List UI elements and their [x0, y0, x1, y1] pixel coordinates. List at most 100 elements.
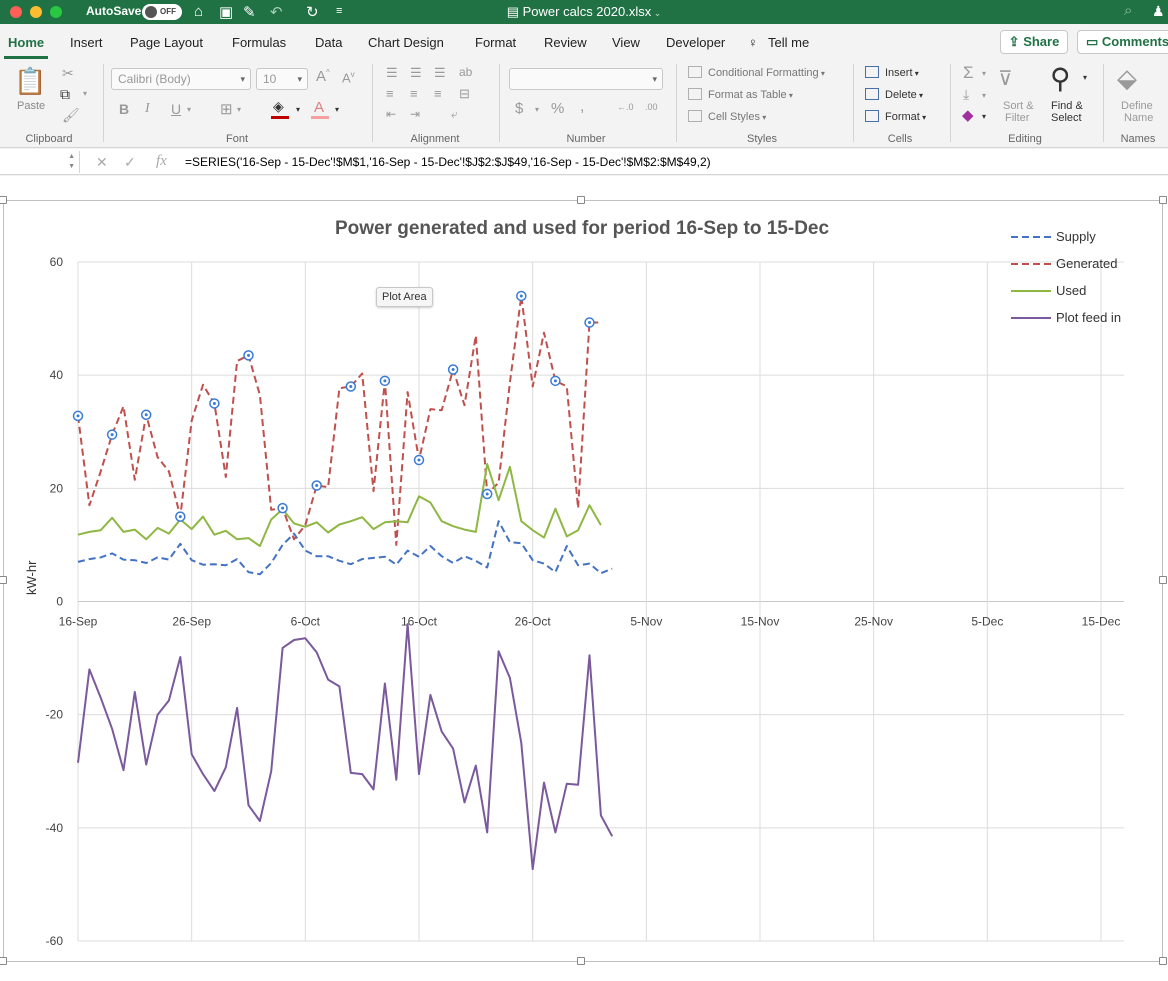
fill-color-icon[interactable]: ◈ [273, 98, 284, 114]
comments-button[interactable]: ▭ Comments [1077, 30, 1168, 54]
window-close-button[interactable] [10, 6, 22, 18]
tab-home[interactable]: Home [3, 35, 49, 59]
legend-entry[interactable]: Used [1056, 283, 1087, 298]
orientation-icon[interactable]: ab [459, 65, 473, 79]
autosave-toggle[interactable]: OFF [142, 4, 182, 20]
chevron-down-icon[interactable]: ▾ [982, 91, 987, 100]
chart-resize-handle[interactable] [0, 196, 7, 204]
customize-toolbar-icon[interactable]: ≡ [336, 5, 343, 17]
user-icon[interactable]: ♟ [1152, 3, 1165, 19]
chart-resize-handle[interactable] [1159, 957, 1167, 965]
tab-formulas[interactable]: Formulas [232, 35, 287, 50]
insert-cells-button[interactable]: Insert ▾ [865, 66, 919, 79]
align-center-icon[interactable]: ≡ [410, 86, 418, 101]
font-color-icon[interactable]: A [314, 99, 325, 116]
percent-icon[interactable]: % [551, 100, 565, 117]
legend-entry[interactable]: Supply [1056, 229, 1096, 244]
tab-insert[interactable]: Insert [70, 35, 103, 50]
chevron-down-icon[interactable]: ▾ [335, 105, 340, 114]
name-box[interactable]: ▲ ▼ [0, 151, 80, 173]
autosum-icon[interactable]: Σ [963, 63, 974, 82]
tab-developer[interactable]: Developer [666, 35, 726, 50]
formula-input[interactable]: =SERIES('16-Sep - 15-Dec'!$M$1,'16-Sep -… [185, 155, 711, 169]
chart-resize-handle[interactable] [0, 957, 7, 965]
copy-icon[interactable]: ⧉ [60, 86, 70, 102]
name-box-stepper[interactable]: ▲ ▼ [68, 153, 75, 170]
tab-format[interactable]: Format [475, 35, 517, 50]
find-icon[interactable]: ⚲ [1050, 63, 1071, 94]
edit-icon[interactable]: ✎ [243, 4, 256, 21]
increase-decimal-icon[interactable]: ←.0 [617, 102, 634, 112]
merge-cells-icon[interactable]: ⊟ [459, 86, 470, 101]
fill-icon[interactable]: ⤓ [963, 86, 970, 102]
search-icon[interactable]: ⌕ [1124, 2, 1133, 19]
series-line-used[interactable] [77, 463, 602, 547]
wrap-text-icon[interactable]: ⤶ [451, 107, 458, 121]
decrease-indent-icon[interactable]: ⇤ [386, 107, 397, 121]
decrease-decimal-icon[interactable]: .00 [645, 102, 658, 112]
legend-entry[interactable]: Generated [1056, 256, 1118, 271]
underline-icon[interactable]: U [171, 101, 182, 117]
home-icon[interactable]: ⌂ [194, 3, 204, 20]
share-button[interactable]: ⇪ Share [1000, 30, 1068, 54]
format-as-table-button[interactable]: Format as Table ▾ [688, 88, 793, 101]
tab-page-layout[interactable]: Page Layout [130, 35, 204, 50]
undo-icon[interactable]: ↶ [270, 4, 283, 21]
sort-filter-icon[interactable]: ⊽ [998, 68, 1013, 90]
chart-resize-handle[interactable] [1159, 576, 1167, 584]
currency-icon[interactable]: $ [515, 100, 524, 117]
chevron-down-icon[interactable]: ▾ [982, 112, 987, 121]
chart-resize-handle[interactable] [577, 196, 585, 204]
tab-review[interactable]: Review [544, 35, 587, 50]
chevron-down-icon[interactable]: ▾ [187, 105, 192, 114]
italic-icon[interactable]: I [145, 101, 150, 116]
format-cells-button[interactable]: Format ▾ [865, 110, 926, 123]
borders-icon[interactable]: ⊞ [220, 101, 233, 118]
cancel-icon[interactable]: ✕ [96, 154, 108, 170]
chart-title[interactable]: Power generated and used for period 16-S… [334, 218, 830, 239]
bold-icon[interactable]: B [119, 101, 130, 117]
cut-icon[interactable]: ✂ [62, 65, 74, 81]
conditional-formatting-button[interactable]: Conditional Formatting ▾ [688, 66, 825, 79]
comma-style-icon[interactable]: , [580, 98, 585, 115]
window-maximize-button[interactable] [50, 6, 62, 18]
align-bottom-icon[interactable]: ☰ [434, 65, 446, 80]
function-icon[interactable]: fx [156, 153, 167, 169]
clear-icon[interactable]: ◆ [962, 107, 974, 124]
chart-area[interactable] [3, 200, 1163, 962]
chart-resize-handle[interactable] [577, 957, 585, 965]
check-icon[interactable]: ✓ [124, 154, 136, 170]
format-painter-icon[interactable]: 🖌 [62, 107, 80, 123]
series-line-plot-feed-in[interactable] [77, 623, 614, 871]
align-top-icon[interactable]: ☰ [386, 65, 398, 80]
tab-tell-me[interactable]: Tell me [768, 35, 810, 50]
chart-resize-handle[interactable] [0, 576, 7, 584]
decrease-font-size-icon[interactable]: Av [342, 70, 355, 86]
chevron-down-icon[interactable]: ▾ [535, 105, 540, 114]
align-left-icon[interactable]: ≡ [386, 86, 394, 101]
chevron-down-icon[interactable]: ▾ [83, 89, 88, 98]
tab-view[interactable]: View [612, 35, 640, 50]
tab-chart-design[interactable]: Chart Design [368, 35, 444, 50]
paste-icon[interactable]: 📋 [14, 66, 47, 96]
cell-styles-button[interactable]: Cell Styles ▾ [688, 110, 766, 123]
number-format-dropdown[interactable]: ▾ [509, 68, 663, 90]
redo-icon[interactable]: ↻ [306, 4, 319, 21]
delete-cells-button[interactable]: Delete ▾ [865, 88, 923, 101]
font-size-dropdown[interactable]: 10 ▾ [256, 68, 308, 90]
chevron-down-icon[interactable]: ▾ [237, 105, 242, 114]
chevron-down-icon[interactable]: ▾ [1083, 73, 1088, 82]
window-minimize-button[interactable] [30, 6, 42, 18]
series-line-supply[interactable] [77, 520, 613, 576]
save-icon[interactable]: ▣ [219, 4, 234, 21]
tag-icon[interactable]: ⬙ [1117, 63, 1137, 93]
font-name-dropdown[interactable]: Calibri (Body) ▾ [111, 68, 251, 90]
chevron-down-icon[interactable]: ▾ [982, 69, 987, 78]
increase-indent-icon[interactable]: ⇥ [410, 107, 421, 121]
align-middle-icon[interactable]: ☰ [410, 65, 422, 80]
chevron-down-icon[interactable]: ▾ [296, 105, 301, 114]
series-line-generated[interactable] [77, 295, 601, 546]
legend-entry[interactable]: Plot feed in [1056, 310, 1122, 325]
tab-data[interactable]: Data [315, 35, 343, 50]
